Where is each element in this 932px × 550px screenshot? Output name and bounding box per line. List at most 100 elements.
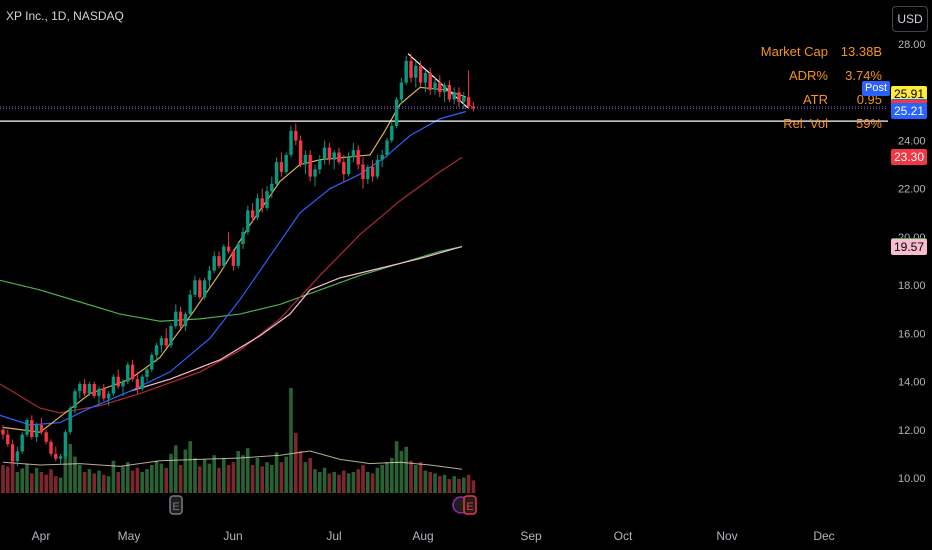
ema-mid-line bbox=[0, 110, 467, 426]
y-tick-label: 24.00 bbox=[898, 135, 926, 147]
candle-body bbox=[222, 246, 226, 266]
candle-body bbox=[356, 150, 360, 165]
stat-row-rel-vol: Rel. Vol 59% bbox=[760, 114, 882, 134]
volume-bar bbox=[135, 467, 140, 493]
volume-bar bbox=[6, 466, 10, 493]
price-tag: 23.30 bbox=[891, 149, 927, 166]
sma-200-line bbox=[129, 245, 463, 392]
time-axis[interactable]: Apr May Jun Jul Aug Sep Oct Nov Dec bbox=[32, 529, 835, 543]
volume-bar bbox=[116, 472, 120, 493]
volume-bar bbox=[183, 449, 188, 493]
candle-body bbox=[226, 246, 231, 252]
volume-bar bbox=[207, 463, 212, 493]
volume-bar bbox=[452, 476, 456, 493]
x-tick-label: Jul bbox=[326, 529, 341, 543]
symbol-title[interactable]: XP Inc., 1D, NASDAQ bbox=[6, 9, 124, 23]
x-tick-label: Sep bbox=[520, 529, 542, 543]
volume-bar bbox=[159, 463, 164, 493]
candle-body bbox=[466, 97, 471, 107]
volume-bar bbox=[442, 474, 447, 493]
volume-bar bbox=[337, 474, 341, 493]
candle-body bbox=[207, 270, 212, 281]
earnings-marker-label: E bbox=[466, 501, 473, 513]
candle-body bbox=[452, 92, 456, 100]
earnings-marker-label: E bbox=[172, 501, 179, 513]
stat-value: 59% bbox=[855, 116, 882, 131]
candle-body bbox=[202, 280, 207, 298]
volume-bar bbox=[289, 388, 293, 493]
candle-body bbox=[270, 183, 274, 192]
candle-body bbox=[409, 60, 413, 78]
candle-body bbox=[135, 379, 140, 389]
volume-bar bbox=[327, 473, 332, 493]
volume-bar bbox=[322, 467, 327, 493]
volume-bar bbox=[92, 473, 96, 493]
volume-bar bbox=[250, 465, 255, 493]
volume-bar bbox=[260, 466, 264, 493]
candle-body bbox=[169, 326, 173, 346]
volume-bar bbox=[212, 455, 216, 493]
volume-bar bbox=[106, 476, 111, 493]
volume-bar bbox=[346, 473, 351, 493]
volume-bar bbox=[54, 476, 58, 493]
stat-label: Rel. Vol bbox=[783, 116, 828, 131]
stat-label: ADR% bbox=[788, 68, 828, 83]
candle-body bbox=[78, 383, 82, 392]
candle-body bbox=[193, 280, 197, 295]
volume-bar bbox=[58, 477, 63, 493]
volume-bar bbox=[34, 467, 39, 493]
volume-bar bbox=[399, 451, 404, 493]
volume-bar bbox=[102, 474, 106, 493]
candle-body bbox=[30, 420, 34, 438]
candle-body bbox=[370, 166, 375, 177]
volume-bar bbox=[342, 470, 346, 493]
volume-bar bbox=[279, 462, 284, 493]
volume-bar bbox=[198, 466, 202, 493]
candle-body bbox=[447, 84, 452, 100]
candle-body bbox=[111, 376, 116, 394]
candle-body bbox=[174, 311, 178, 327]
candle-body bbox=[337, 152, 341, 163]
x-tick-label: Nov bbox=[716, 529, 737, 543]
candle-body bbox=[284, 154, 288, 172]
volume-bar bbox=[188, 441, 192, 493]
candle-body bbox=[394, 99, 399, 126]
volume-bar bbox=[356, 469, 360, 493]
candle-body bbox=[274, 162, 279, 184]
volume-bar bbox=[265, 462, 269, 493]
candle-body bbox=[97, 388, 101, 397]
volume-bar bbox=[10, 461, 15, 493]
candle-body bbox=[116, 376, 120, 387]
volume-bar bbox=[73, 456, 77, 493]
stat-row-adr: ADR% 3.74% bbox=[760, 66, 882, 86]
volume-bar bbox=[457, 479, 461, 493]
volume-bar bbox=[318, 472, 322, 493]
volume-bar bbox=[164, 467, 168, 493]
candle-body bbox=[39, 424, 44, 433]
stat-label: Market Cap bbox=[760, 44, 828, 59]
volume-bar bbox=[130, 470, 135, 493]
y-tick-label: 18.00 bbox=[898, 280, 926, 292]
candle-body bbox=[462, 97, 466, 102]
y-tick-label: 16.00 bbox=[898, 328, 926, 340]
candle-body bbox=[289, 130, 293, 155]
candlesticks bbox=[1, 53, 476, 466]
stat-value: 3.74% bbox=[845, 68, 882, 83]
volume-bar bbox=[303, 462, 308, 493]
volume-bar bbox=[82, 472, 87, 493]
candle-body bbox=[63, 432, 68, 457]
volume-bar bbox=[447, 479, 452, 493]
volume-bar bbox=[121, 466, 125, 493]
candle-body bbox=[34, 424, 39, 438]
volume-bar bbox=[255, 458, 260, 493]
currency-button[interactable]: USD bbox=[892, 6, 928, 32]
candle-body bbox=[126, 364, 130, 382]
volume-bar bbox=[298, 451, 303, 493]
volume-bar bbox=[332, 472, 336, 493]
volume-bar bbox=[226, 465, 231, 493]
candle-body bbox=[106, 393, 111, 399]
volume-bar bbox=[169, 453, 173, 493]
candle-body bbox=[178, 311, 183, 327]
candle-body bbox=[130, 364, 135, 380]
